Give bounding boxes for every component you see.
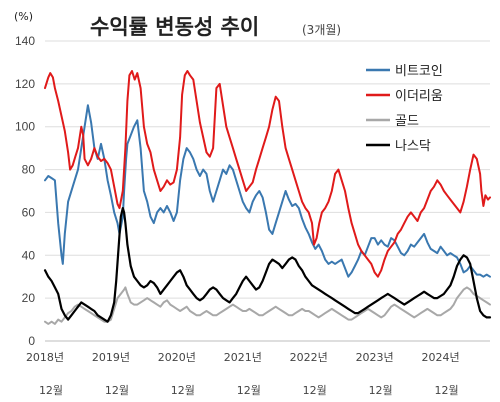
x-tick-year-label: 2024년	[421, 351, 459, 364]
y-tick-label: 60	[22, 205, 36, 219]
series-line-1	[44, 70, 491, 278]
x-tick-year-label: 2019년	[92, 351, 130, 364]
series-line-2	[44, 286, 491, 325]
y-tick-label: 0	[28, 334, 35, 348]
x-tick-year-label: 2022년	[290, 351, 328, 364]
y-tick-label: 80	[22, 163, 36, 177]
grid-layer	[45, 40, 490, 342]
legend-label: 골드	[395, 114, 419, 129]
series-layer	[43, 70, 492, 325]
x-tick-year-label: 2021년	[224, 351, 262, 364]
y-unit-label: (%)	[14, 10, 33, 23]
y-tick-label: 100	[15, 120, 35, 134]
y-tick-label: 120	[15, 77, 35, 91]
axis-layer: 0 20 40 60 80 100 120 140 2018년 12월 2019년 12월 2020년 1…	[15, 34, 460, 397]
y-tick-label: 140	[15, 34, 35, 48]
x-tick-month-label: 12월	[303, 384, 327, 397]
x-tick-month-label: 12월	[369, 384, 393, 397]
x-tick-month-label: 12월	[237, 384, 261, 397]
y-tick-label: 40	[22, 248, 36, 262]
x-tick-month-label: 12월	[39, 384, 63, 397]
chart-title: 수익률 변동성 추이	[90, 15, 259, 39]
chart-subtitle: (3개월)	[302, 23, 341, 37]
x-tick-year-label: 2020년	[158, 351, 196, 364]
series-line-3	[43, 207, 492, 323]
x-tick-year-label: 2023년	[356, 351, 394, 364]
x-tick-month-label: 12월	[171, 384, 195, 397]
y-tick-label: 20	[22, 291, 36, 305]
legend-label: 이더리움	[395, 89, 443, 104]
legend-label: 비트코인	[395, 64, 443, 79]
x-tick-month-label: 12월	[105, 384, 129, 397]
legend-label: 나스닥	[395, 139, 431, 154]
x-tick-month-label: 12월	[434, 384, 458, 397]
x-tick-year-label: 2018년	[26, 351, 64, 364]
